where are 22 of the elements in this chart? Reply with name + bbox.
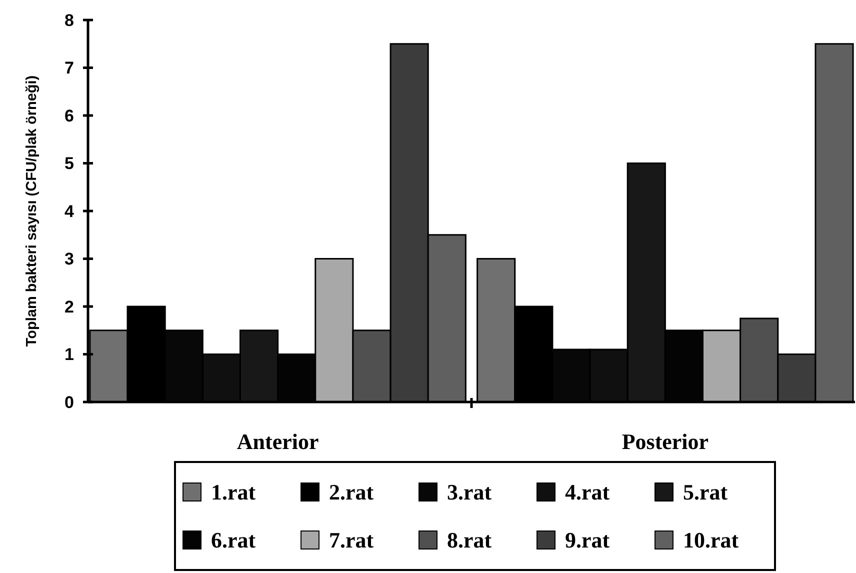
legend-label: 4.rat (565, 480, 610, 505)
y-tick-label: 4 (64, 202, 75, 221)
legend-label: 3.rat (447, 480, 492, 505)
x-tick-label: Anterior (236, 429, 319, 454)
legend-label: 1.rat (211, 480, 256, 505)
y-tick-label: 6 (64, 106, 74, 126)
y-tick-label: 2 (64, 297, 74, 316)
y-tick-label: 1 (64, 345, 74, 364)
x-tick-label: Posterior (622, 429, 709, 454)
legend-label: 6.rat (211, 528, 256, 553)
y-tick-label: 0 (64, 392, 74, 412)
legend-label: 9.rat (565, 528, 610, 553)
y-tick-label: 5 (64, 154, 74, 174)
legend-label: 5.rat (683, 480, 728, 505)
legend-label: 7.rat (329, 528, 374, 553)
y-tick-label: 3 (64, 250, 74, 269)
legend-label: 10.rat (683, 528, 740, 553)
y-axis-title: Toplam bakteri sayısı (CFU/plak örneği) (24, 75, 40, 347)
legend-label: 2.rat (329, 480, 374, 505)
legend-label: 8.rat (447, 528, 492, 553)
y-tick-label: 7 (64, 58, 74, 78)
y-tick-label: 8 (64, 10, 74, 30)
